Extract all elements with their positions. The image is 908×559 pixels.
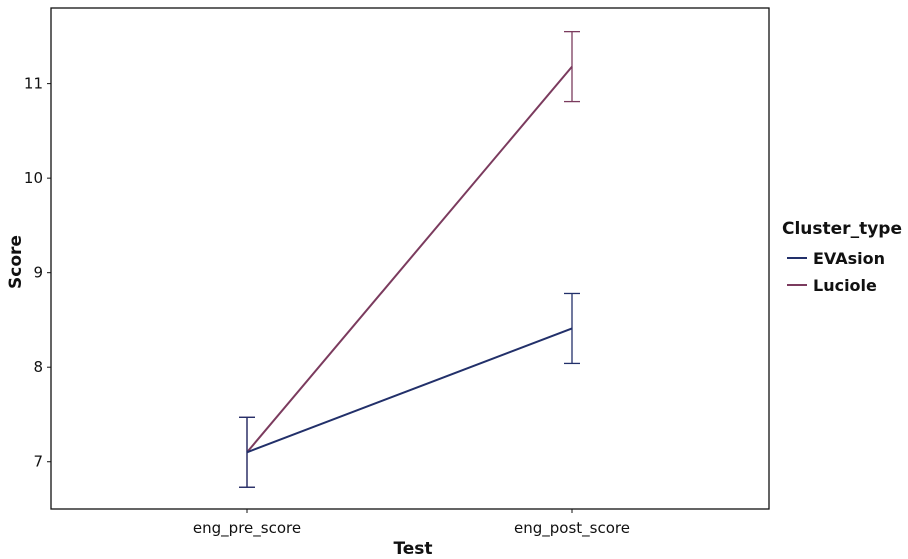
series-evasion	[239, 292, 580, 488]
y-axis-ticks: 7 8 9 10 11	[24, 75, 51, 471]
series-layer	[239, 30, 580, 488]
legend-label: EVAsion	[813, 249, 885, 268]
legend-item-luciole: Luciole	[787, 276, 877, 295]
y-tick-label: 11	[24, 75, 43, 93]
series-luciole	[239, 30, 580, 488]
y-tick-label: 9	[33, 264, 43, 282]
y-tick-label: 8	[33, 358, 43, 376]
x-tick-label: eng_post_score	[514, 519, 630, 538]
y-tick-label: 7	[33, 453, 43, 471]
legend-title: Cluster_type	[782, 219, 902, 239]
y-axis-title: Score	[6, 235, 26, 289]
series-line	[246, 327, 573, 454]
y-tick-label: 10	[24, 169, 43, 187]
x-axis-ticks: eng_pre_score eng_post_score	[193, 509, 630, 538]
plot-frame	[50, 7, 770, 510]
series-line	[246, 65, 573, 453]
x-tick-label: eng_pre_score	[193, 519, 301, 538]
legend: Cluster_type EVAsion Luciole	[782, 219, 902, 295]
legend-item-evasion: EVAsion	[787, 249, 885, 268]
legend-label: Luciole	[813, 276, 877, 295]
x-axis-title: Test	[393, 539, 432, 559]
